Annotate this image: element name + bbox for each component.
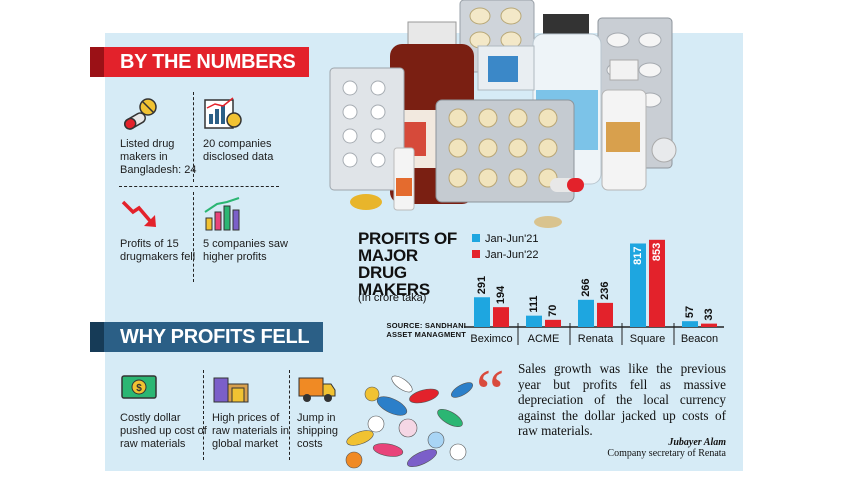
category-label: ACME bbox=[528, 333, 560, 345]
by-the-numbers-title: BY THE NUMBERS bbox=[104, 47, 310, 77]
quote-mark-icon: “ bbox=[476, 356, 505, 427]
svg-text:$: $ bbox=[136, 383, 142, 394]
reason-shipping-costs: Jump in shipping costs bbox=[297, 370, 347, 451]
bar bbox=[597, 302, 613, 327]
dashed-divider bbox=[119, 186, 279, 187]
downtrend-arrow-icon bbox=[121, 200, 156, 227]
profits-bar-chart: 291 194 Beximco 111 70 ACME 266 236 Renata 817 853… bbox=[464, 239, 724, 345]
legend-item-2022: Jan-Jun'22 bbox=[472, 249, 538, 261]
bar bbox=[682, 321, 698, 327]
bar-value-label: 194 bbox=[495, 285, 507, 304]
bar bbox=[526, 315, 542, 327]
legend-swatch bbox=[472, 250, 480, 258]
bar-value-label: 853 bbox=[651, 243, 663, 261]
reason-label: Jump in shipping costs bbox=[297, 412, 338, 450]
warehouse-icon bbox=[213, 377, 249, 403]
pills-pile-illustration bbox=[345, 375, 473, 469]
reason-costly-dollar: $ Costly dollar pushed up cost of raw ma… bbox=[120, 370, 208, 451]
stat-label: 20 companies disclosed data bbox=[203, 138, 274, 163]
why-profits-fell-banner: WHY PROFITS FELL bbox=[90, 322, 324, 352]
bar bbox=[701, 323, 717, 327]
category-label: Beacon bbox=[681, 333, 718, 345]
chart-title: PROFITS OF MAJOR DRUG MAKERS bbox=[358, 229, 458, 299]
category-label: Beximco bbox=[470, 333, 512, 345]
chart-subtitle: (In crore taka) bbox=[358, 292, 427, 304]
legend-item-2021: Jan-Jun'21 bbox=[472, 233, 538, 245]
stat-companies-disclosed: 20 companies disclosed data bbox=[203, 96, 291, 164]
quote-author-role: Company secretary of Renata bbox=[607, 448, 726, 459]
reason-label: Costly dollar pushed up cost of raw mate… bbox=[120, 412, 207, 450]
bar bbox=[545, 319, 561, 327]
stat-listed-drug-makers: Listed drug makers in Bangladesh: 24 bbox=[120, 96, 208, 177]
bar-value-label: 236 bbox=[599, 282, 611, 300]
category-label: Square bbox=[630, 333, 665, 345]
bar-value-label: 266 bbox=[580, 278, 592, 296]
stat-higher-profits: 5 companies saw higher profits bbox=[203, 196, 291, 264]
dashed-divider bbox=[193, 192, 194, 282]
dollar-cash-icon: $ bbox=[121, 375, 157, 399]
uptrend-bars-icon bbox=[204, 197, 240, 231]
bar-value-label: 111 bbox=[528, 296, 540, 313]
bar bbox=[474, 297, 490, 327]
reason-raw-material-prices: High prices of raw materials in global m… bbox=[212, 370, 292, 451]
delivery-truck-icon bbox=[298, 377, 336, 402]
stat-label: 5 companies saw higher profits bbox=[203, 238, 288, 263]
banner-fold bbox=[90, 47, 106, 77]
legend-swatch bbox=[472, 234, 480, 242]
data-report-icon bbox=[204, 97, 242, 129]
banner-fold bbox=[90, 322, 106, 352]
stat-label: Profits of 15 drugmakers fell bbox=[120, 238, 196, 263]
bar-value-label: 57 bbox=[684, 306, 696, 318]
pills-icon bbox=[124, 98, 157, 130]
stat-label: Listed drug makers in Bangladesh: 24 bbox=[120, 138, 197, 176]
category-label: Renata bbox=[578, 333, 614, 345]
bar bbox=[649, 239, 665, 327]
bar-value-label: 817 bbox=[632, 246, 644, 264]
bar bbox=[630, 243, 646, 327]
legend-label: Jan-Jun'21 bbox=[485, 233, 539, 245]
stat-profits-fell: Profits of 15 drugmakers fell bbox=[120, 196, 208, 264]
dashed-divider bbox=[193, 92, 194, 182]
dashed-divider bbox=[289, 370, 290, 460]
quote-author: Jubayer Alam bbox=[668, 437, 726, 448]
bar-value-label: 70 bbox=[547, 305, 559, 317]
bar bbox=[578, 299, 594, 327]
reason-label: High prices of raw materials in global m… bbox=[212, 412, 290, 450]
bar-value-label: 291 bbox=[476, 276, 488, 294]
bar-value-label: 33 bbox=[703, 308, 715, 320]
medicine-products-illustration bbox=[329, 0, 677, 228]
legend-label: Jan-Jun'22 bbox=[485, 249, 539, 261]
dashed-divider bbox=[203, 370, 204, 460]
quote-text: Sales growth was like the previous year … bbox=[518, 361, 726, 438]
bar bbox=[493, 307, 509, 327]
why-profits-fell-title: WHY PROFITS FELL bbox=[104, 322, 324, 352]
by-the-numbers-banner: BY THE NUMBERS bbox=[90, 47, 310, 77]
chart-source: SOURCE: SANDHANI ASSET MANAGMENT bbox=[386, 321, 466, 339]
